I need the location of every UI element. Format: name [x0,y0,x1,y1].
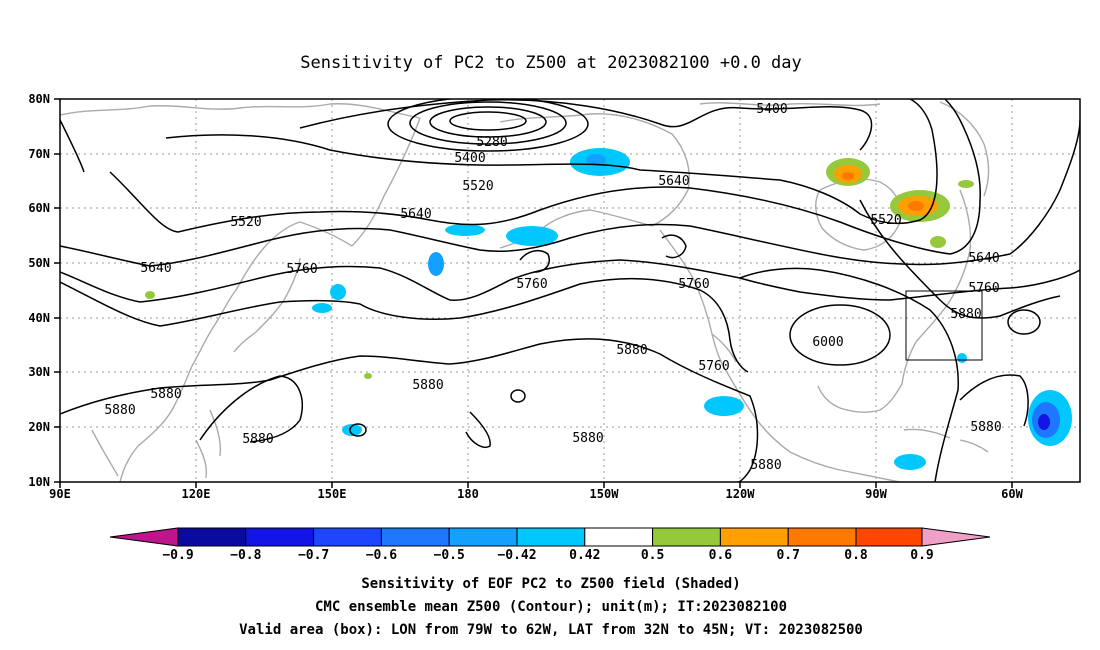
contour-label: 5520 [230,215,261,230]
contour-label: 5520 [870,213,901,228]
colorbar-label: −0.6 [366,548,397,563]
colorbar-segment [652,527,721,547]
contour-label: 5640 [968,251,999,266]
colorbar-below-triangle [109,527,179,547]
colorbar-label: 0.5 [641,548,664,563]
contour-label: 5880 [150,387,181,402]
colorbar-label: −0.42 [497,548,536,563]
colorbar-label: 0.8 [844,548,868,563]
contour-label: 5640 [658,174,689,189]
captions: Sensitivity of EOF PC2 to Z500 field (Sh… [239,576,863,638]
lon-label: 60W [1001,487,1023,501]
contour-labels: 5400 5280 5400 5520 5640 5520 5640 5520 … [104,102,1001,473]
caption-line: CMC ensemble mean Z500 (Contour); unit(m… [315,599,787,615]
contour-label: 5520 [462,179,493,194]
colorbar-label: 0.9 [910,548,933,563]
contour-label: 5760 [286,262,317,277]
colorbar-segment [787,527,857,547]
lat-label: 30N [28,365,50,379]
colorbar-segment [245,527,315,547]
colorbar-label: −0.8 [230,548,261,563]
contour-label: 5880 [412,378,443,393]
contour-label: 5880 [950,307,981,322]
colorbar-segment [719,527,789,547]
lon-label: 150W [590,487,620,501]
colorbar-segment [855,527,923,547]
colorbar-label: 0.42 [569,548,600,563]
contour-label: 5400 [756,102,787,117]
contour-label: 5760 [698,359,729,374]
contour-label: 5760 [968,281,999,296]
lat-labels: 80N 70N 60N 50N 40N 30N 20N 10N [28,92,50,489]
contour-label: 5640 [400,207,431,222]
contour-label: 5880 [616,343,647,358]
colorbar-segment [516,527,586,547]
colorbar-label: −0.5 [434,548,465,563]
z500-contours [60,99,1080,482]
map-area: 5400 5280 5400 5520 5640 5520 5640 5520 … [28,92,1081,501]
lon-label: 120E [182,487,211,501]
lat-label: 80N [28,92,50,106]
colorbar-segment [380,527,450,547]
tick-marks [54,98,1013,488]
contour-label: 5280 [476,135,507,150]
lon-label: 180 [457,487,479,501]
lon-labels: 90E 120E 150E 180 150W 120W 90W 60W [49,487,1023,501]
map-frame [59,98,1081,483]
contour-label: 5880 [750,458,781,473]
colorbar-label: 0.7 [776,548,799,563]
lat-label: 60N [28,201,50,215]
colorbar-label: 0.6 [709,548,733,563]
contour-label: 5880 [970,420,1001,435]
colorbar: −0.9 −0.8 −0.7 −0.6 −0.5 −0.42 0.42 0.5 … [109,527,991,563]
contour-label: 5760 [516,277,547,292]
lon-label: 90E [49,487,71,501]
lat-label: 70N [28,147,50,161]
valid-area-box [905,290,983,361]
contour-label: 6000 [812,335,843,350]
contour-label: 5880 [242,432,273,447]
colorbar-label: −0.9 [162,548,193,563]
lat-label: 50N [28,256,50,270]
lat-label: 40N [28,311,50,325]
contour-label: 5640 [140,261,171,276]
lat-label: 20N [28,420,50,434]
colorbar-segment [584,527,654,547]
lon-label: 90W [865,487,887,501]
shaded-sensitivity [145,148,1072,470]
colorbar-segment [448,527,518,547]
colorbar-segment [177,527,247,547]
contour-label: 5880 [104,403,135,418]
lon-label: 120W [726,487,756,501]
colorbar-segment [313,527,382,547]
caption-line: Valid area (box): LON from 79W to 62W, L… [239,622,863,638]
colorbar-above-triangle [921,527,991,547]
contour-label: 5760 [678,277,709,292]
lon-label: 150E [318,487,347,501]
contour-label: 5880 [572,431,603,446]
lat-label: 10N [28,475,50,489]
colorbar-label: −0.7 [298,548,329,563]
map-title: Sensitivity of PC2 to Z500 at 2023082100… [300,53,802,73]
contour-label: 5400 [454,151,485,166]
gridlines [60,99,1080,482]
caption-line: Sensitivity of EOF PC2 to Z500 field (Sh… [361,576,740,592]
